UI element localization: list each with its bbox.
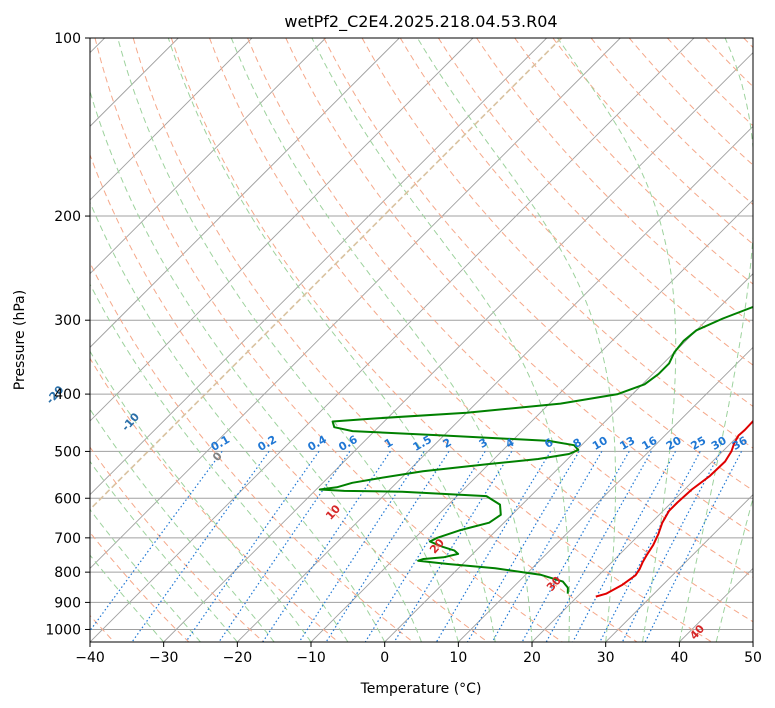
isotherm-line: [90, 38, 474, 422]
y-axis-title: Pressure (hPa): [12, 290, 28, 390]
y-tick-label: 100: [54, 31, 81, 47]
isotherm-line: [90, 38, 621, 569]
x-tick-label: 30: [597, 650, 615, 666]
dry-adiabat-line: [90, 446, 264, 642]
x-tick-label: 20: [523, 650, 541, 666]
x-axis: −40 −30 −20 −10 0 10 20 30 40 50: [75, 642, 762, 666]
mixing-ratio-line: [572, 451, 677, 642]
mixing-ratio-line: [599, 451, 701, 642]
moist-adiabat-line: [90, 89, 422, 642]
isotherm-line: [237, 125, 753, 642]
mixing-ratio-line: [545, 451, 652, 642]
dry-adiabat-line: [437, 38, 753, 366]
isotherm-line: [90, 38, 326, 275]
y-axis: 100 200 300 400 500 600 700 800 900 1000: [45, 31, 90, 638]
isotherm-line: [384, 273, 753, 642]
dry-adiabat-line: [323, 38, 753, 492]
mixing-ratio-line: [90, 451, 223, 632]
isotherm-line: [163, 52, 753, 642]
isotherm-line: [531, 420, 753, 642]
moist-adiabat-line: [90, 508, 201, 642]
dry-adiabat-line: [132, 38, 638, 642]
moist-adiabat-line: [678, 38, 753, 642]
isotherm-line: [90, 38, 695, 642]
moist-adiabat-line: [90, 283, 349, 642]
x-axis-title: Temperature (°C): [360, 681, 482, 697]
moist-adiabat-line: [416, 38, 617, 642]
moist-adiabat-line: [90, 201, 386, 642]
moist-adiabat-line: [557, 38, 677, 642]
moist-adiabat-line: [90, 460, 238, 642]
x-tick-label: −10: [296, 650, 326, 666]
y-tick-label: 1000: [45, 622, 81, 638]
x-tick-label: 10: [449, 650, 467, 666]
y-tick-label: 900: [54, 595, 81, 611]
isotherm-line: [605, 494, 753, 642]
moist-adiabat-line: [90, 554, 165, 642]
moist-adiabat-line: [117, 38, 459, 642]
mixing-ratio-line: [131, 451, 270, 642]
dry-adiabat-line: [170, 38, 712, 642]
mixing-ratio-line: [621, 451, 722, 642]
y-tick-label: 200: [54, 209, 81, 225]
x-tick-label: −20: [223, 650, 253, 666]
y-tick-label: 800: [54, 565, 81, 581]
mixing-ratio-line: [491, 451, 603, 642]
isotherm-line: [90, 38, 400, 348]
isotherm-line: [90, 38, 547, 496]
isotherm-line: [458, 346, 753, 642]
x-tick-label: −40: [75, 650, 105, 666]
moist-adiabat-line: [90, 350, 312, 642]
x-tick-label: 0: [380, 650, 389, 666]
mixing-ratio-line: [262, 451, 391, 642]
dry-adiabat-line: [90, 261, 414, 642]
y-tick-label: 300: [54, 313, 81, 329]
chart-title: wetPf2_C2E4.2025.218.04.53.R04: [284, 12, 557, 32]
y-tick-label: 600: [54, 491, 81, 507]
background-lines: [90, 38, 753, 642]
dry-adiabat-line: [94, 38, 563, 642]
moist-adiabat-line: [311, 38, 571, 642]
dry-adiabat-line: [476, 38, 753, 326]
y-tick-label: 500: [54, 444, 81, 460]
isotherm-line: [90, 38, 253, 201]
x-tick-label: −30: [149, 650, 179, 666]
mixing-ratio-line: [218, 451, 351, 642]
isohume-line: [90, 38, 562, 511]
moist-adiabat-line: [90, 408, 275, 642]
dewpoint-profile-line: [318, 305, 753, 594]
moist-adiabat-line: [167, 38, 496, 642]
temperature-profile-line: [595, 419, 753, 598]
moist-adiabat-line: [230, 38, 533, 642]
mixing-ratio-line: [644, 451, 743, 642]
moist-adiabat-line: [715, 496, 753, 642]
plot-frame: [89, 37, 754, 643]
dry-adiabat-line: [247, 38, 753, 578]
dry-adiabat-line: [90, 153, 488, 642]
x-tick-label: 40: [670, 650, 688, 666]
x-tick-label: 50: [744, 650, 762, 666]
dry-adiabat-line: [285, 38, 753, 535]
dry-adiabat-line: [209, 38, 753, 623]
y-tick-label: 700: [54, 531, 81, 547]
y-tick-label: 400: [54, 387, 81, 403]
profile-lines: [318, 305, 753, 598]
mixing-ratio-line: [364, 451, 486, 642]
mixing-ratio-line: [185, 451, 320, 642]
